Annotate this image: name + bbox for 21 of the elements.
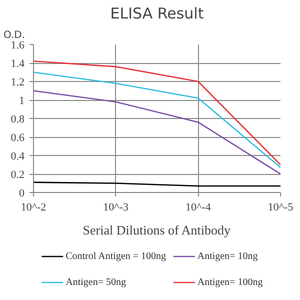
- y-tick-label: 1: [19, 95, 24, 107]
- line-series: [34, 90, 280, 175]
- y-axis-title: O.D.: [4, 30, 26, 41]
- legend-label: Antigen= 50ng: [66, 277, 126, 288]
- x-tick-label: 10^-3: [103, 202, 129, 214]
- legend-label: Antigen= 100ng: [197, 277, 263, 288]
- y-tick-label: 1.6: [10, 40, 25, 52]
- y-tick-label: 0: [19, 188, 25, 200]
- y-tick-label: 0.8: [10, 114, 25, 126]
- legend-label: Antigen= 10ng: [197, 251, 258, 262]
- y-tick-label: 0.2: [10, 169, 24, 181]
- y-tick-label: 1.2: [10, 76, 24, 88]
- y-tick-label: 1.4: [10, 58, 25, 70]
- x-tick-label: 10^-2: [20, 202, 46, 214]
- x-tick-label: 10^-4: [186, 202, 212, 214]
- y-tick-label: 0.6: [10, 132, 25, 144]
- legend-label: Control Antigen = 100ng: [66, 251, 166, 262]
- chart-title: ELISA Result: [110, 4, 204, 22]
- x-tick-label: 10^-5: [268, 202, 294, 214]
- y-tick-label: 0.4: [10, 150, 25, 162]
- x-axis-title: Serial Dilutions of Antibody: [82, 222, 231, 238]
